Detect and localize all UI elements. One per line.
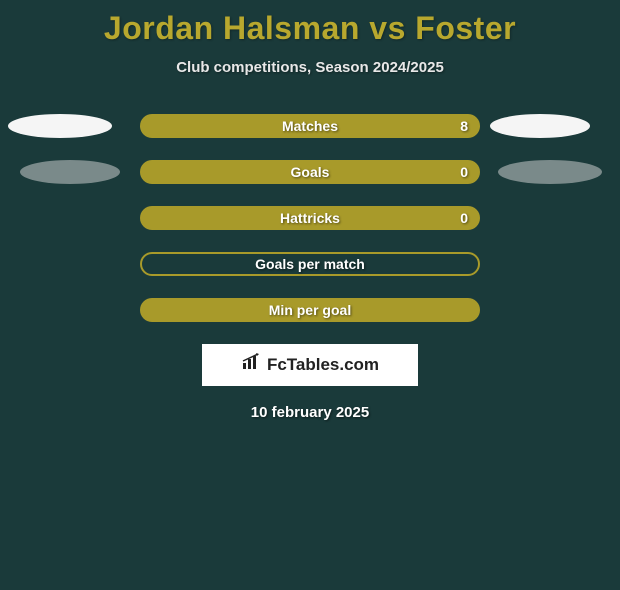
stat-bar: Goals per match — [140, 252, 480, 276]
right-ellipse — [490, 114, 590, 138]
logo-main: Tables — [287, 355, 340, 374]
stat-row: Hattricks 0 — [0, 206, 620, 230]
stat-row: Min per goal — [0, 298, 620, 322]
subtitle: Club competitions, Season 2024/2025 — [0, 59, 620, 76]
logo-text: FcTables.com — [267, 355, 379, 375]
logo-box: FcTables.com — [202, 344, 418, 386]
stat-bar: Hattricks 0 — [140, 206, 480, 230]
stat-row: Goals 0 — [0, 160, 620, 184]
stat-label: Matches — [282, 118, 338, 134]
logo-prefix: Fc — [267, 355, 287, 374]
left-ellipse — [20, 160, 120, 184]
stat-bar: Matches 8 — [140, 114, 480, 138]
logo-suffix: .com — [339, 355, 379, 374]
stat-value: 0 — [460, 164, 468, 180]
stat-label: Min per goal — [269, 302, 351, 318]
chart-icon — [241, 353, 263, 377]
stat-value: 0 — [460, 210, 468, 226]
page-title: Jordan Halsman vs Foster — [0, 10, 620, 47]
stat-label: Goals — [291, 164, 330, 180]
stats-container: Matches 8 Goals 0 Hattricks 0 Goals per match M… — [0, 114, 620, 322]
date-text: 10 february 2025 — [0, 404, 620, 421]
stat-value: 8 — [460, 118, 468, 134]
right-ellipse — [498, 160, 602, 184]
stat-label: Hattricks — [280, 210, 340, 226]
stat-row: Matches 8 — [0, 114, 620, 138]
stat-row: Goals per match — [0, 252, 620, 276]
stat-bar: Min per goal — [140, 298, 480, 322]
left-ellipse — [8, 114, 112, 138]
stat-bar: Goals 0 — [140, 160, 480, 184]
stat-label: Goals per match — [255, 256, 365, 272]
